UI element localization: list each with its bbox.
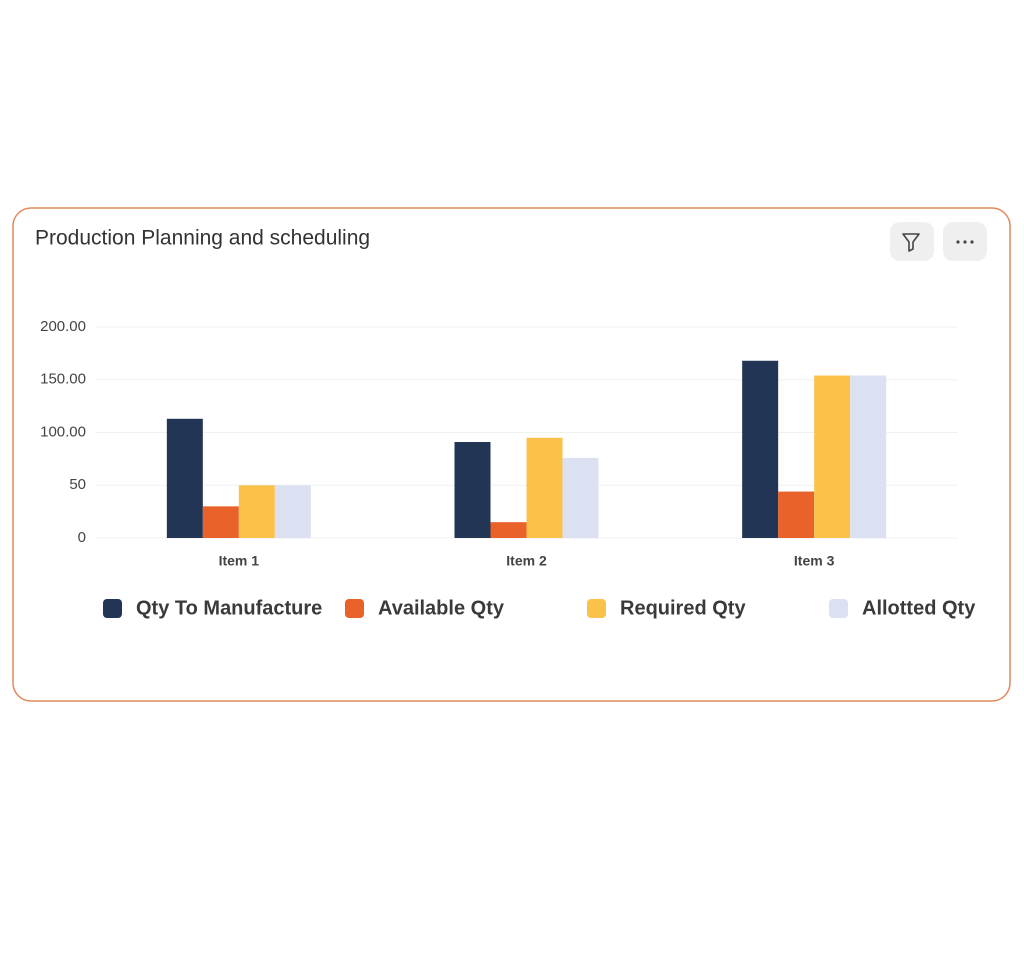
bar [526, 437, 563, 538]
legend-label: Available Qty [378, 597, 505, 619]
x-tick-label: Item 3 [794, 553, 835, 569]
bar [778, 491, 815, 538]
legend-label: Allotted Qty [862, 597, 976, 619]
filter-button-bg[interactable] [890, 222, 934, 261]
bar [238, 485, 275, 538]
x-tick-label: Item 2 [506, 553, 547, 569]
x-tick-label: Item 1 [219, 553, 260, 569]
card [12, 207, 1011, 702]
dot[interactable] [963, 240, 967, 244]
filter-button[interactable] [890, 222, 934, 261]
legend-swatch [829, 599, 848, 618]
y-tick-label: 50 [69, 476, 86, 493]
legend-swatch [345, 599, 364, 618]
bar [166, 418, 203, 538]
bar [274, 485, 311, 538]
y-tick-label: 200.00 [40, 318, 86, 335]
bar [814, 375, 851, 538]
y-tick-label: 150.00 [40, 371, 86, 388]
bar [490, 522, 527, 538]
bar [850, 375, 887, 538]
dot[interactable] [970, 240, 974, 244]
chart-title: Production Planning and scheduling [35, 227, 370, 250]
bar [562, 457, 599, 538]
bar [454, 441, 491, 538]
legend-swatch [587, 599, 606, 618]
y-tick-label: 100.00 [40, 423, 86, 440]
y-tick-label: 0 [78, 529, 86, 546]
filter-icon[interactable] [902, 233, 920, 252]
bar [202, 506, 239, 538]
legend-label: Qty To Manufacture [136, 597, 322, 619]
dot[interactable] [956, 240, 960, 244]
more-button[interactable] [943, 222, 987, 261]
legend-swatch [103, 599, 122, 618]
bar [742, 360, 779, 538]
legend-label: Required Qty [620, 597, 746, 619]
